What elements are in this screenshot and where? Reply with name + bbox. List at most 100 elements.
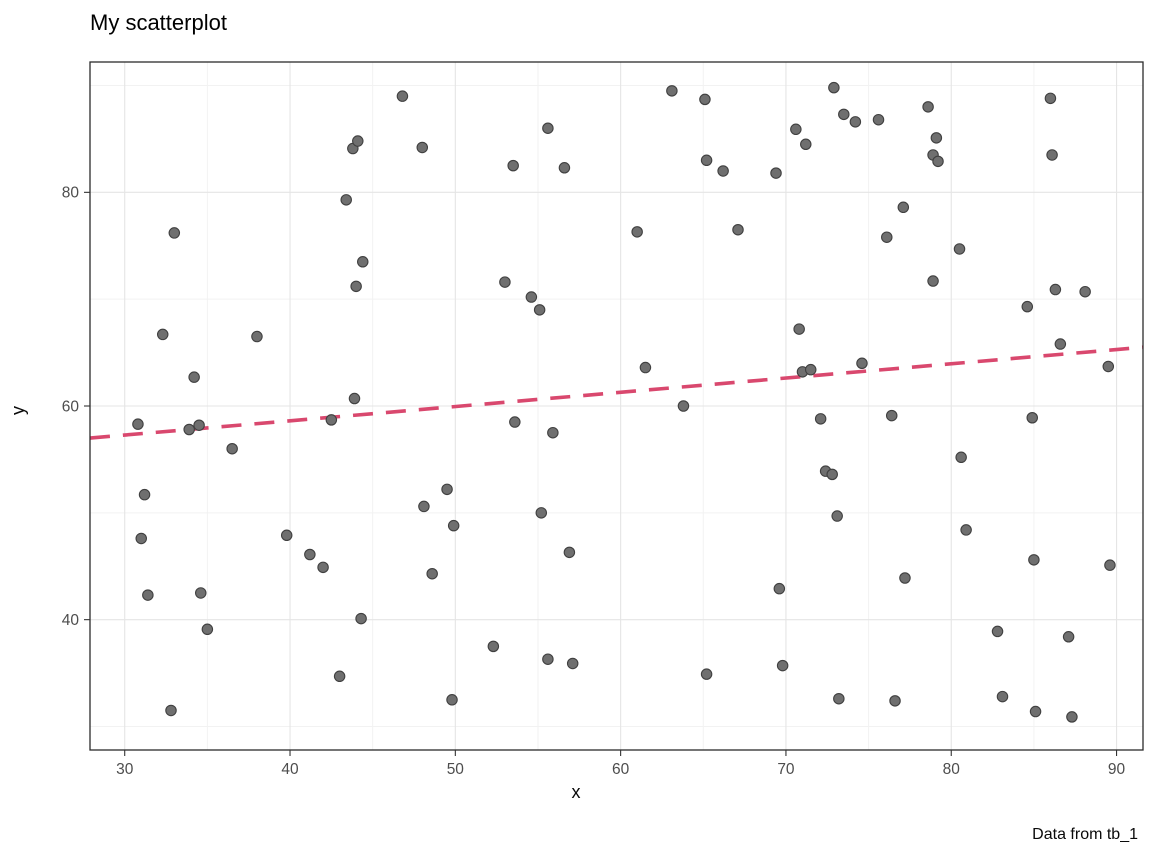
scatter-point: [996, 690, 1009, 703]
scatter-point: [533, 304, 546, 316]
scatter-point: [838, 108, 850, 121]
scatter-point: [717, 165, 729, 177]
scatter-point: [1102, 360, 1115, 373]
scatter-point: [1046, 149, 1058, 161]
scatter-point: [156, 328, 169, 341]
scatter-point: [872, 113, 885, 126]
scatter-point: [826, 468, 838, 481]
x-tick-label: 90: [1108, 761, 1126, 778]
scatter-point: [1021, 300, 1034, 313]
scatter-point: [352, 135, 364, 147]
scatter-point: [487, 640, 500, 653]
scatter-point: [447, 519, 460, 532]
scatter-point: [930, 132, 943, 144]
scatter-point: [168, 227, 181, 239]
scatter-point: [193, 419, 205, 431]
scatter-point: [773, 582, 786, 595]
scatter-point: [525, 291, 538, 303]
scatter-point: [800, 138, 812, 151]
scatter-point: [732, 223, 744, 236]
x-tick-label: 40: [281, 761, 299, 778]
scatter-point: [776, 659, 789, 672]
scatter-point: [899, 572, 911, 584]
scatter-point: [396, 90, 409, 102]
scatter-point: [357, 256, 369, 268]
x-axis-title: x: [571, 782, 581, 802]
scatter-point: [304, 548, 316, 561]
scatter-point: [932, 155, 944, 168]
scatter-point: [1044, 92, 1057, 105]
scatter-point: [700, 154, 713, 167]
scatter-point: [1104, 559, 1116, 571]
y-axis-title: y: [8, 406, 28, 415]
scatter-point: [201, 623, 214, 636]
chart-title: My scatterplot: [90, 10, 227, 35]
scatter-point: [960, 524, 972, 536]
scatter-point: [889, 695, 901, 707]
scatter-point: [507, 159, 519, 172]
scatter-point: [897, 201, 910, 214]
y-tick-label: 60: [62, 398, 80, 415]
scatter-point: [142, 589, 154, 601]
scatter-point: [251, 330, 263, 343]
scatter-point: [833, 692, 845, 705]
scatter-point: [1079, 285, 1091, 298]
scatter-point: [991, 625, 1004, 638]
scatter-point: [333, 670, 346, 683]
scatter-point: [770, 167, 782, 179]
scatter-point: [416, 141, 429, 154]
scatter-point: [542, 653, 554, 665]
scatter-point: [542, 122, 554, 134]
scatter-point: [700, 668, 713, 680]
scatter-point: [1066, 711, 1078, 723]
plot-area: 30 40 50 60 70 80 90 40 60 80: [62, 61, 1144, 778]
scatter-point: [558, 162, 571, 174]
scatter-point: [132, 418, 144, 430]
x-tick-label: 30: [116, 761, 134, 778]
scatter-point: [446, 694, 458, 706]
scatter-point: [666, 85, 678, 97]
scatter-point: [885, 409, 898, 422]
scatter-point: [831, 510, 843, 522]
scatter-point: [804, 363, 817, 376]
x-tick-label: 50: [447, 761, 465, 778]
scatter-point: [138, 488, 151, 501]
scatter-point: [1028, 554, 1040, 566]
y-tick-label: 40: [62, 612, 80, 629]
scatter-point: [814, 413, 827, 425]
scatter-point: [195, 587, 207, 599]
scatter-point: [953, 243, 966, 255]
scatter-point: [348, 392, 361, 405]
scatter-point: [790, 123, 802, 136]
scatter-point: [499, 276, 511, 288]
scatter-point: [317, 561, 329, 574]
scatter-point: [955, 451, 967, 464]
scatter-point: [441, 483, 453, 496]
scatter-point: [927, 275, 939, 287]
scatter-point: [1049, 283, 1062, 296]
scatter-point: [1054, 338, 1067, 350]
x-tick-label: 70: [777, 761, 795, 778]
scatter-point: [226, 442, 238, 455]
scatter-point: [1026, 412, 1038, 424]
trend-line: [89, 345, 1144, 440]
scatter-point: [509, 416, 521, 428]
scatter-point: [340, 194, 352, 206]
scatter-point: [547, 426, 559, 439]
scatter-point: [631, 226, 643, 238]
scatter-point: [856, 357, 868, 370]
scatter-point: [188, 371, 200, 383]
x-tick-label: 80: [943, 761, 961, 778]
x-tick-label: 60: [612, 761, 630, 778]
scatter-point: [535, 507, 548, 519]
scatter-point: [793, 323, 805, 335]
scatter-point: [165, 704, 177, 717]
scatter-point: [183, 423, 195, 436]
scatter-point: [828, 81, 840, 94]
chart-caption: Data from tb_1: [1032, 826, 1138, 843]
scatter-point: [881, 231, 893, 243]
scatter-point: [563, 546, 576, 559]
scatter-point: [426, 567, 438, 580]
scatter-point: [355, 612, 367, 625]
